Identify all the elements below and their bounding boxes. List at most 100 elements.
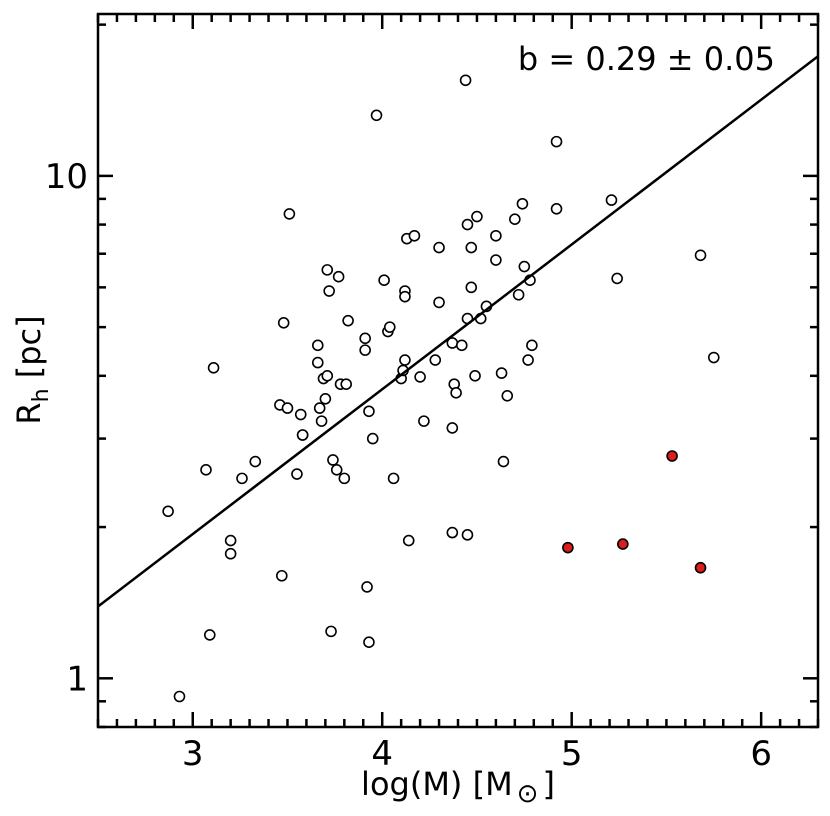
red-data-point — [694, 561, 707, 574]
open-data-point — [370, 109, 383, 122]
open-data-point — [469, 370, 481, 382]
open-data-point — [366, 432, 379, 445]
y-tick-label: 10 — [45, 157, 88, 197]
x-tick-label: 4 — [371, 734, 393, 774]
x-axis-title-sun-symbol: ⊙ — [517, 779, 539, 809]
open-data-point — [465, 241, 478, 254]
open-data-point — [162, 505, 174, 518]
x-tick-label: 3 — [182, 734, 204, 774]
y-axis-title-end: [pc] — [10, 315, 48, 388]
open-data-point — [291, 468, 303, 480]
open-data-point — [277, 317, 290, 329]
open-data-point — [495, 367, 508, 379]
open-data-point — [200, 464, 212, 476]
open-data-point — [275, 569, 288, 582]
open-data-point — [429, 354, 442, 366]
open-data-point — [450, 387, 462, 399]
tick-labels: 3 4 5 6 1 10 — [45, 157, 772, 774]
open-data-point — [321, 370, 334, 382]
open-data-point — [363, 405, 375, 418]
open-data-point — [359, 332, 371, 345]
open-data-point — [516, 197, 529, 210]
open-data-point — [512, 288, 525, 301]
open-data-point — [281, 402, 294, 414]
x-tick-label: 6 — [750, 734, 772, 774]
open-data-point — [283, 208, 296, 220]
data-points — [162, 74, 720, 703]
open-data-point — [332, 270, 345, 283]
open-data-point — [550, 202, 563, 215]
open-data-point — [236, 472, 248, 485]
fit-line — [97, 55, 819, 608]
y-axis-title: Rh [pc] — [10, 315, 54, 424]
open-data-point — [446, 526, 459, 539]
open-data-point — [249, 455, 262, 468]
x-axis-title-main: log(M) [M — [361, 765, 513, 803]
x-tick-label: 5 — [561, 734, 583, 774]
open-data-point — [340, 378, 353, 390]
open-data-point — [509, 213, 521, 225]
open-data-point — [378, 274, 390, 286]
open-data-point — [501, 390, 514, 402]
y-tick-label: 1 — [66, 659, 88, 699]
open-data-point — [605, 194, 618, 206]
open-data-point — [455, 339, 468, 352]
open-data-point — [323, 285, 335, 297]
red-data-point — [666, 450, 678, 462]
open-data-point — [550, 135, 563, 148]
open-data-point — [342, 314, 354, 327]
open-data-point — [433, 241, 445, 254]
open-data-point — [296, 429, 309, 441]
red-data-point — [617, 538, 629, 550]
open-data-point — [363, 636, 375, 648]
plot-frame — [96, 12, 820, 729]
open-data-point — [611, 272, 623, 285]
open-data-point — [327, 454, 339, 466]
fit-annotation: b = 0.29 ± 0.05 — [518, 40, 775, 78]
open-data-point — [224, 534, 237, 547]
open-data-point — [387, 472, 400, 485]
open-data-point — [399, 290, 411, 303]
open-data-point — [414, 371, 426, 383]
open-data-point — [361, 581, 373, 593]
open-data-point — [325, 625, 337, 638]
x-axis-title: log(M) [M ⊙] — [361, 765, 555, 809]
open-data-point — [359, 344, 371, 356]
open-data-point — [408, 229, 421, 242]
open-data-point — [459, 74, 472, 87]
open-data-point — [461, 218, 474, 231]
open-data-point — [707, 351, 720, 364]
y-axis-title-sub: h — [29, 388, 54, 402]
open-data-point — [315, 415, 328, 427]
open-data-point — [313, 402, 326, 414]
open-data-point — [294, 408, 307, 421]
open-data-point — [471, 210, 483, 223]
red-data-point — [562, 541, 574, 554]
open-data-point — [446, 422, 459, 434]
open-data-point — [207, 361, 220, 374]
open-data-point — [465, 281, 478, 294]
open-data-point — [311, 339, 324, 352]
open-data-point — [418, 415, 430, 427]
open-data-point — [402, 534, 415, 547]
open-data-point — [383, 321, 396, 333]
open-data-point — [497, 455, 510, 468]
open-data-point — [338, 472, 351, 485]
open-data-point — [399, 354, 411, 366]
tick-marks — [96, 14, 820, 729]
open-data-point — [522, 354, 534, 366]
open-data-point — [461, 529, 474, 541]
open-data-point — [490, 229, 502, 242]
open-data-point — [224, 547, 237, 560]
open-data-point — [173, 690, 186, 703]
open-data-point — [433, 296, 445, 309]
open-data-point — [526, 339, 538, 352]
open-data-point — [694, 249, 707, 262]
x-axis-title-end: ] — [542, 765, 554, 803]
open-data-point — [330, 464, 343, 476]
open-data-point — [518, 260, 531, 273]
open-data-point — [321, 264, 334, 276]
open-data-point — [203, 629, 216, 641]
y-axis-title-main: R — [10, 402, 48, 424]
